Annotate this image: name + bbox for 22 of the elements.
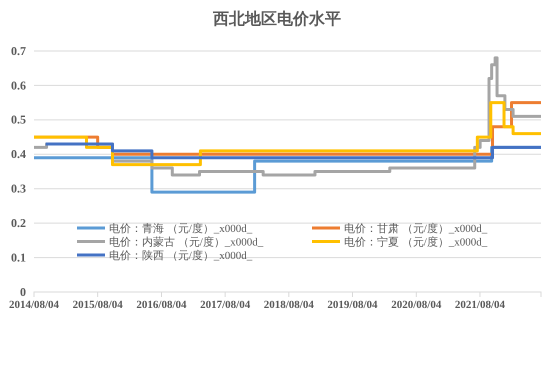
x-tick-label: 2015/08/04 <box>72 298 124 311</box>
legend-label: 电价：内蒙古 （元/度）_x000d_ <box>109 236 264 248</box>
x-tick-label: 2016/08/04 <box>136 298 188 311</box>
y-tick-label: 0.4 <box>11 147 26 162</box>
y-tick-label: 0.6 <box>11 78 26 92</box>
y-tick-label: 0.1 <box>11 250 26 264</box>
y-tick-label: 0.2 <box>11 216 26 230</box>
x-tick-label: 2021/08/04 <box>454 298 506 311</box>
y-tick-label: 0 <box>20 284 26 299</box>
x-tick-label: 2017/08/04 <box>200 298 251 311</box>
y-tick-label: 0.5 <box>11 112 26 127</box>
x-tick-label: 2014/08/04 <box>8 298 60 311</box>
legend-label: 电价：甘肃 （元/度）_x000d_ <box>344 222 488 235</box>
legend-label: 电价：宁夏 （元/度）_x000d_ <box>344 236 488 248</box>
x-tick-label: 2018/08/04 <box>264 298 314 311</box>
x-tick-label: 2020/08/04 <box>391 298 442 311</box>
y-tick-label: 0.7 <box>11 44 26 58</box>
legend-label: 电价：青海 （元/度）_x000d_ <box>109 222 253 235</box>
y-tick-label: 0.3 <box>11 182 26 196</box>
x-tick-label: 2019/08/04 <box>327 298 378 311</box>
chart-title: 西北地区电价水平 <box>212 10 341 28</box>
legend-label: 电价：陕西 （元/度）_x000d_ <box>109 249 253 262</box>
